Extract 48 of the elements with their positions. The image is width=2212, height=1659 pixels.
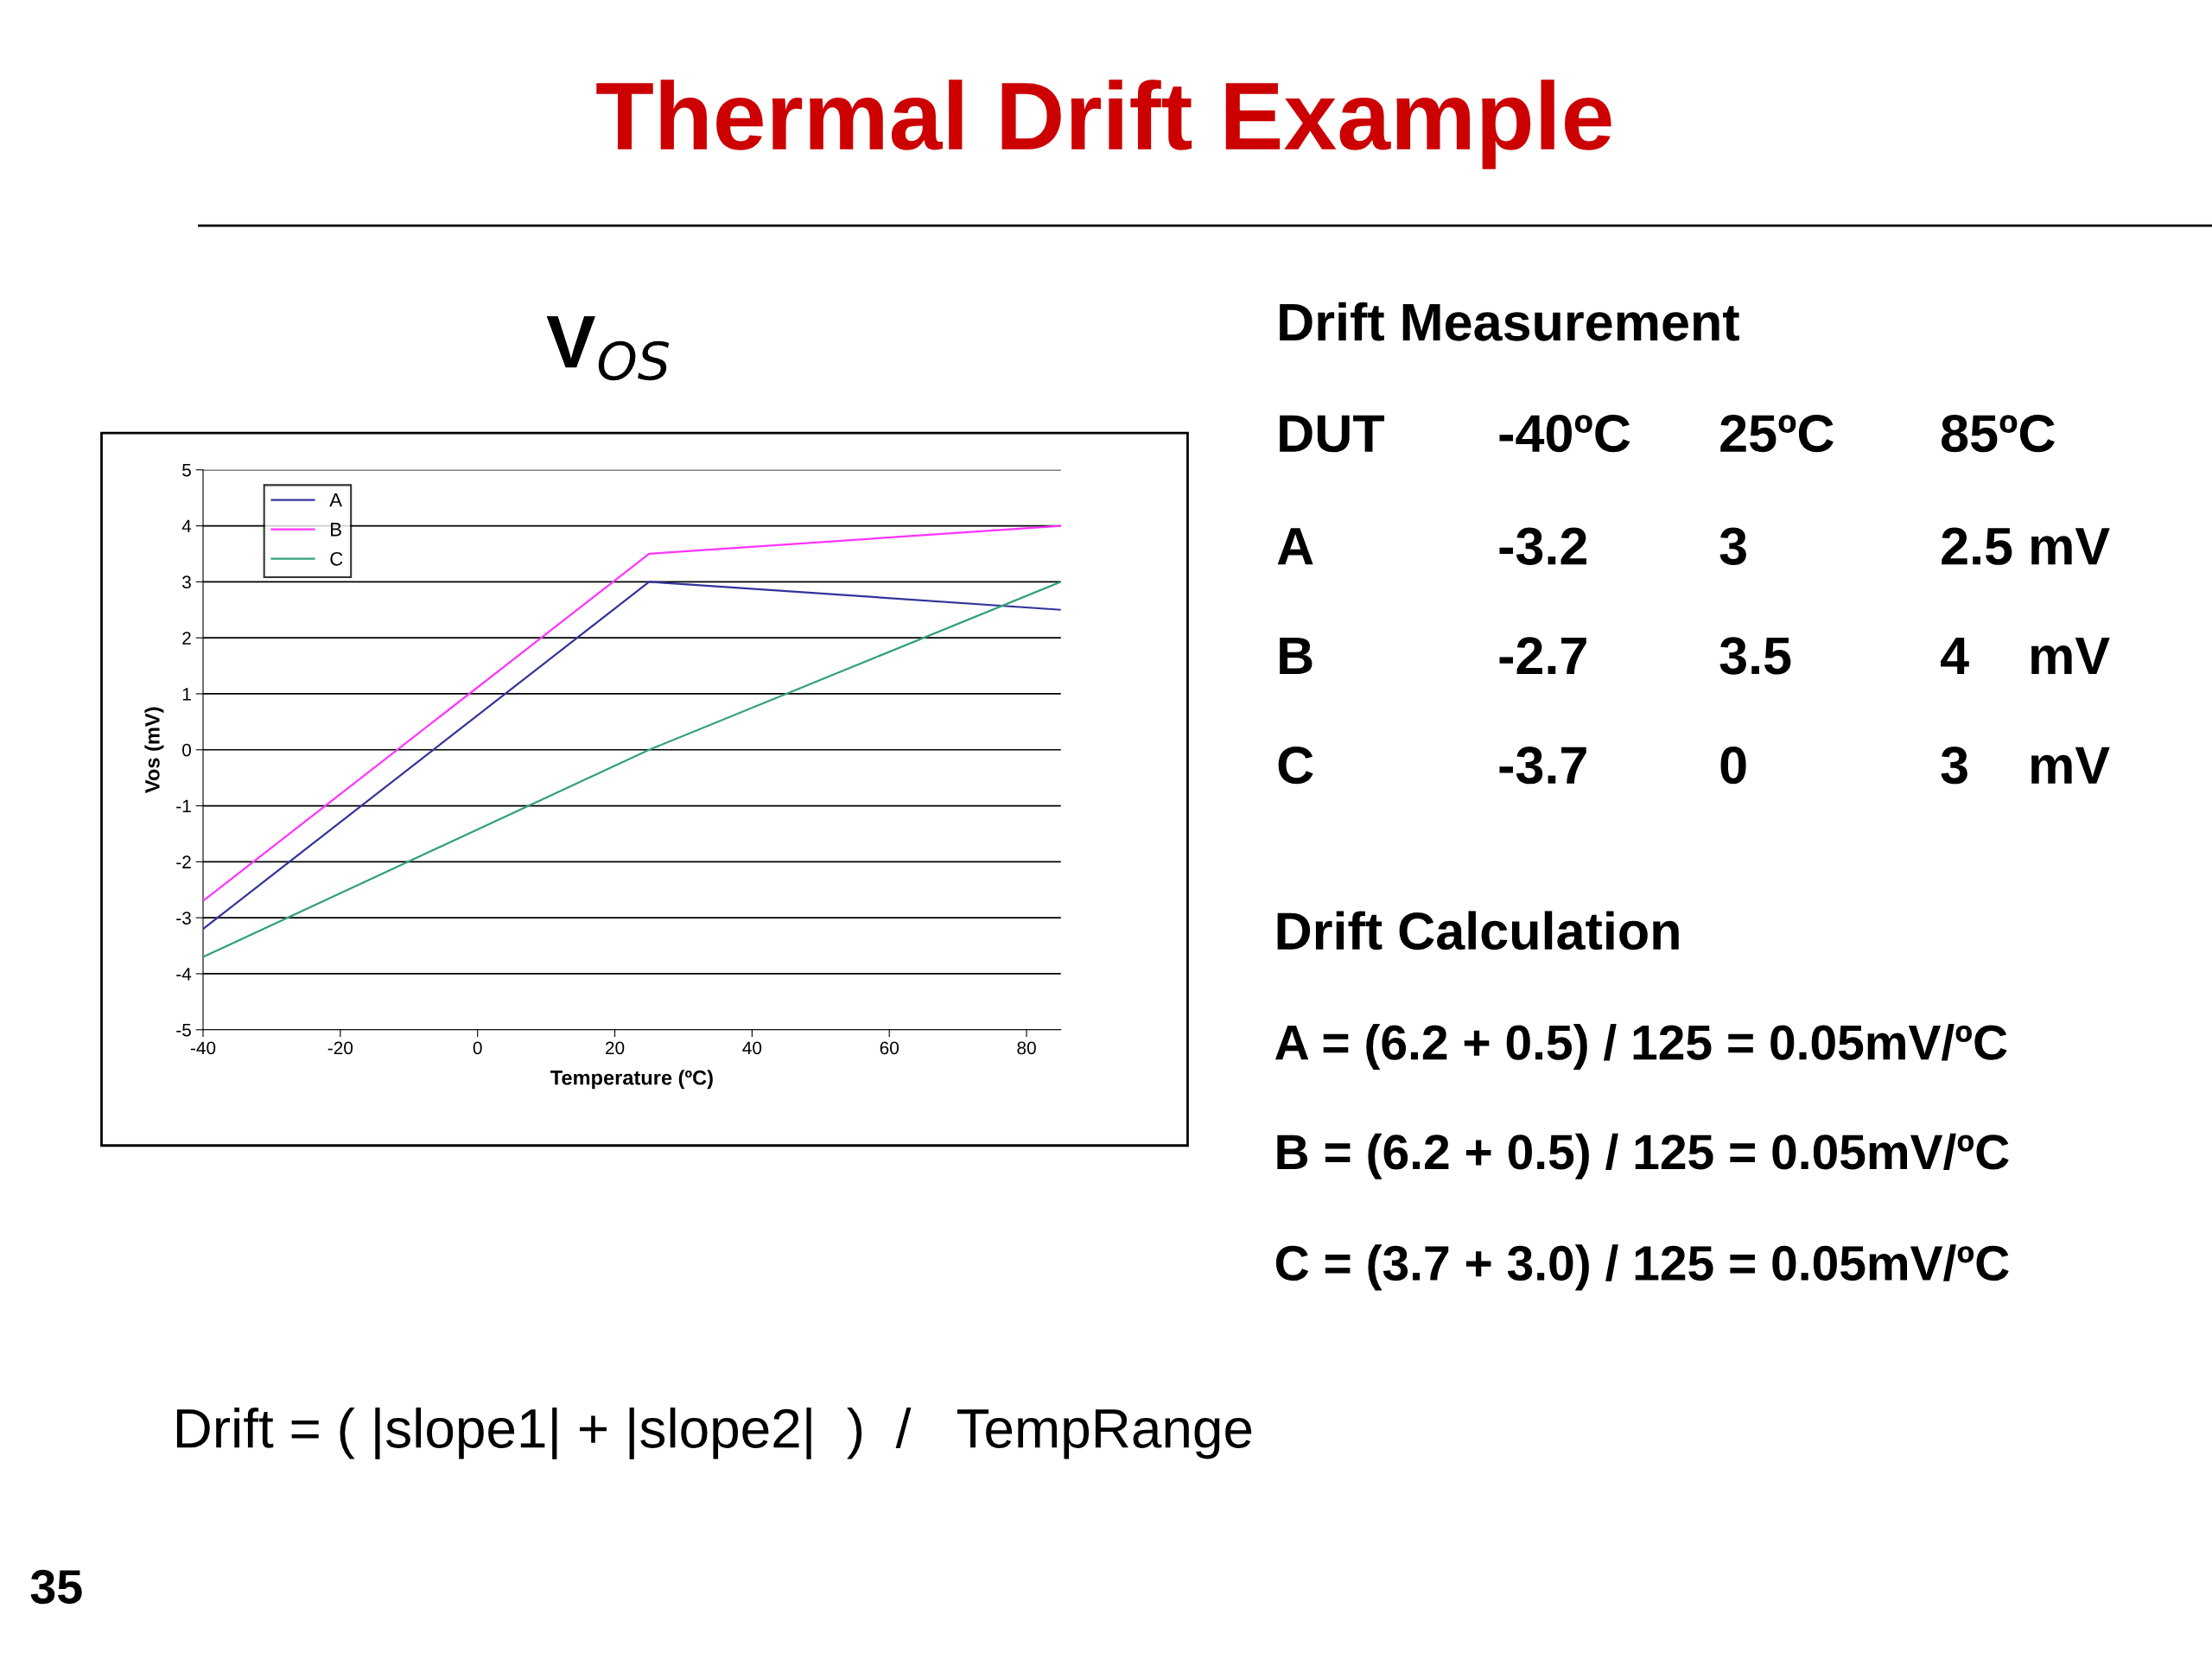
- text: C: [1278, 747, 1313, 785]
- text: -3.7: [1499, 747, 1586, 785]
- text: B: [1280, 637, 1313, 674]
- text: Drift = ( |slope1| + |slope2| ) / TempRange: [176, 1407, 1252, 1459]
- x-tick-label: 80: [1017, 1041, 1036, 1055]
- x-tick-label: 0: [473, 1041, 482, 1055]
- y-tick-label: -4: [176, 968, 192, 981]
- text: 25ºC: [1720, 415, 1834, 453]
- chart-title: V$_{OS}$: [546, 316, 670, 381]
- y-tick-label: 1: [182, 688, 191, 701]
- text: -40ºC: [1499, 415, 1630, 453]
- x-tick-label: 40: [742, 1041, 762, 1055]
- y-tick-label: -2: [176, 855, 191, 868]
- text: Drift Calculation: [1277, 911, 1679, 950]
- legend-label: A: [329, 493, 343, 507]
- text: C = (3.7 + 3.0) / 125 = 0.05mV/ºC: [1275, 1244, 2009, 1291]
- text: 85ºC: [1942, 415, 2055, 453]
- text: A = (6.2 + 0.5) / 125 = 0.05mV/ºC: [1274, 1023, 2007, 1071]
- x-tick-label: 20: [606, 1041, 625, 1055]
- text: 3: [1719, 527, 1746, 565]
- text: 2.5 mV: [1942, 527, 2110, 565]
- legend-label: C: [330, 551, 343, 566]
- text: 0: [1720, 747, 1746, 785]
- text: 3.5: [1719, 637, 1791, 675]
- x-axis-title: Temperature (ºC): [550, 1070, 713, 1090]
- text: 3 mV: [1941, 747, 2110, 785]
- y-tick-label: -1: [176, 799, 191, 813]
- y-axis-title: Vos (mV): [144, 707, 164, 793]
- x-tick-label: 60: [880, 1041, 899, 1055]
- y-tick-label: 5: [182, 463, 191, 477]
- text: B = (6.2 + 0.5) / 125 = 0.05mV/ºC: [1277, 1133, 2009, 1179]
- text: -3.2: [1499, 527, 1586, 565]
- y-tick-label: -5: [176, 1023, 191, 1037]
- text: Drift Measurement: [1280, 302, 1739, 341]
- y-tick-label: 0: [182, 743, 191, 757]
- text: A: [1277, 528, 1313, 565]
- y-tick-label: 3: [182, 575, 191, 589]
- text: 35: [30, 1569, 82, 1605]
- x-tick-label: -20: [327, 1041, 353, 1055]
- y-tick-label: 2: [182, 632, 191, 645]
- y-tick-label: 4: [181, 519, 192, 533]
- text: -2.7: [1499, 637, 1586, 674]
- legend-label: B: [331, 523, 341, 537]
- x-tick-label: -40: [190, 1041, 216, 1055]
- text: DUT: [1280, 415, 1385, 453]
- text: 4 mV: [1941, 637, 2110, 674]
- y-tick-label: -3: [176, 912, 191, 925]
- text: Thermal Drift Example: [596, 79, 1611, 169]
